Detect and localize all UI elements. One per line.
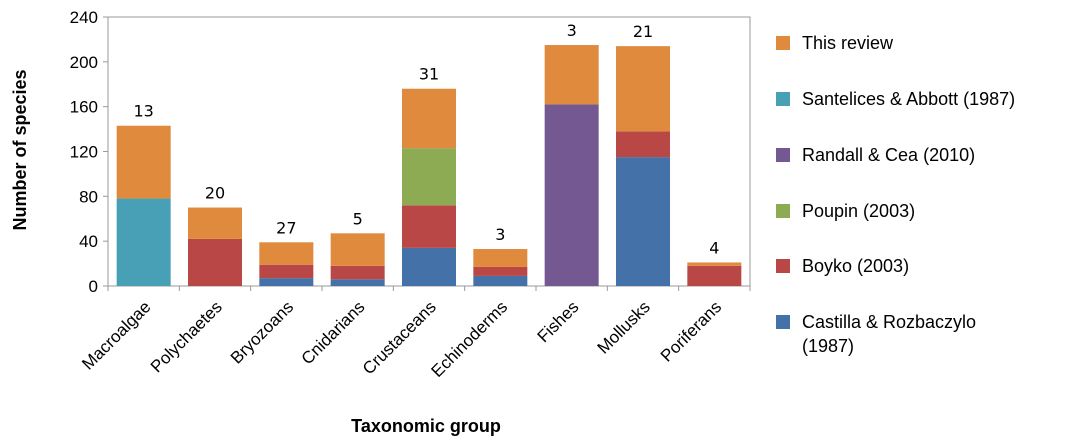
- bar-segment: [616, 131, 670, 158]
- bar-segment: [616, 46, 670, 132]
- y-axis-title: Number of species: [10, 69, 30, 230]
- y-tick-label: 40: [79, 232, 98, 251]
- x-category-label: Macroalgae: [78, 297, 154, 373]
- legend-label: Castilla & Rozbaczylo: [802, 312, 976, 332]
- bar-segment: [544, 104, 599, 286]
- x-category-label: Poriferans: [657, 297, 725, 365]
- y-tick-label: 0: [89, 277, 98, 296]
- bar-segment: [330, 279, 385, 286]
- legend-label: Randall & Cea (2010): [802, 145, 975, 165]
- bar-segment: [473, 275, 528, 286]
- legend-swatch: [776, 204, 790, 218]
- y-tick-label: 120: [70, 143, 98, 162]
- x-category-label: Bryozoans: [227, 297, 297, 367]
- legend-label: Santelices & Abbott (1987): [802, 89, 1015, 109]
- legend-swatch: [776, 259, 790, 273]
- bar-segment: [188, 207, 242, 239]
- x-category-label: Mollusks: [594, 297, 654, 357]
- bar-segment: [402, 247, 456, 286]
- bar-segment: [402, 148, 456, 206]
- plot-area: 0 40 80 120 160 200 240 13 Macroalgae 20 Polychaet…: [70, 8, 751, 381]
- bar-segment: [259, 242, 314, 265]
- bar-total-label: 20: [205, 184, 225, 203]
- bar-segment: [402, 205, 456, 248]
- y-tick-label: 160: [70, 98, 98, 117]
- bar-total-label: 3: [495, 225, 505, 244]
- bar-segment: [330, 233, 385, 266]
- x-category-label: Fishes: [534, 297, 583, 346]
- bar-segment: [473, 266, 528, 276]
- bar-total-label: 13: [133, 102, 153, 121]
- bar-segment: [259, 264, 314, 279]
- bar-total-label: 5: [353, 209, 363, 228]
- bar-segment: [687, 265, 742, 286]
- bar-segment: [616, 157, 670, 286]
- x-category-label: Polychaetes: [147, 297, 226, 376]
- bar-segment: [116, 125, 171, 199]
- legend-swatch: [776, 92, 790, 106]
- bar-total-label: 27: [276, 218, 296, 237]
- legend: This review Santelices & Abbott (1987) Ran…: [776, 33, 1015, 356]
- bar-total-label: 31: [419, 65, 439, 84]
- bar-segment: [116, 198, 171, 286]
- bar-total-label: 4: [709, 238, 719, 257]
- bar-segment: [188, 238, 242, 286]
- legend-label: This review: [802, 33, 894, 53]
- y-tick-label: 200: [70, 53, 98, 72]
- x-axis-title: Taxonomic group: [351, 416, 501, 436]
- bar-total-label: 3: [567, 21, 577, 40]
- y-tick-label: 240: [70, 8, 98, 27]
- bar-segment: [687, 262, 742, 266]
- legend-label-continued: (1987): [802, 336, 854, 356]
- bar-segment: [473, 249, 528, 267]
- legend-label: Poupin (2003): [802, 201, 915, 221]
- x-category-label: Cnidarians: [298, 297, 369, 368]
- bar-total-label: 21: [633, 22, 653, 41]
- x-category-label: Echinoderms: [428, 297, 512, 381]
- bar-segment: [544, 45, 599, 105]
- y-tick-label: 80: [79, 187, 98, 206]
- legend-swatch: [776, 315, 790, 329]
- legend-label: Boyko (2003): [802, 256, 909, 276]
- legend-swatch: [776, 36, 790, 50]
- bar-segment: [330, 265, 385, 280]
- legend-swatch: [776, 148, 790, 162]
- bar-segment: [259, 278, 314, 286]
- bar-segment: [402, 88, 456, 149]
